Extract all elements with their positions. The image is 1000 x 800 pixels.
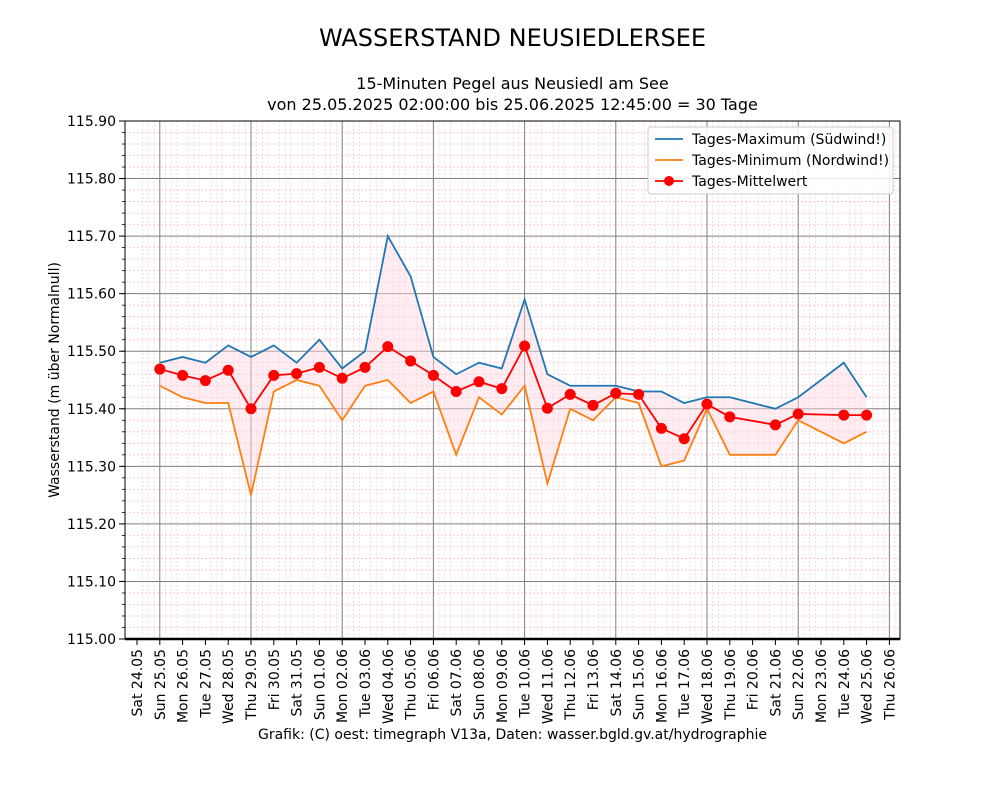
mean-point: [427, 369, 439, 381]
mean-point: [177, 369, 189, 381]
y-tick-label: 115.30: [67, 459, 116, 475]
mean-point: [313, 361, 325, 373]
x-tick-label: Thu 12.06: [563, 649, 579, 721]
y-tick-label: 115.00: [67, 632, 116, 648]
x-tick-label: Wed 04.06: [381, 649, 397, 724]
chart-subtitle-line1: 15-Minuten Pegel aus Neusiedl am See: [356, 74, 669, 93]
x-tick-label: Tue 03.06: [358, 649, 374, 719]
mean-point: [519, 340, 531, 352]
x-tick-label: Sun 15.06: [632, 649, 648, 720]
x-tick-label: Sun 01.06: [312, 649, 328, 720]
x-tick-label: Sun 22.06: [791, 649, 807, 720]
legend: Tages-Maximum (Südwind!) Tages-Minimum (N…: [647, 126, 894, 195]
legend-marker: [664, 176, 674, 186]
mean-point: [861, 409, 873, 421]
y-axis-label: Wasserstand (m über Normalnull): [47, 262, 63, 498]
x-tick-label: Wed 25.06: [860, 649, 876, 724]
x-tick-label: Mon 16.06: [654, 649, 670, 723]
mean-point: [678, 433, 690, 445]
mean-point: [564, 388, 576, 400]
chart-title: WASSERSTAND NEUSIEDLERSEE: [318, 24, 707, 52]
x-tick-label: Tue 27.05: [198, 649, 214, 718]
legend-label: Tages-Minimum (Nordwind!): [691, 153, 889, 169]
x-tick-label: Mon 23.06: [814, 649, 830, 723]
x-tick-label: Sun 25.05: [153, 649, 169, 720]
x-tick-label: Fri 20.06: [746, 649, 762, 710]
x-tick-label: Thu 26.06: [882, 649, 898, 721]
x-tick-label: Tue 17.06: [677, 649, 693, 719]
chart-subtitle-line2: von 25.05.2025 02:00:00 bis 25.06.2025 1…: [267, 95, 758, 114]
x-tick-label: Wed 28.05: [221, 649, 237, 724]
mean-point: [405, 355, 417, 367]
mean-point: [792, 408, 804, 420]
y-tick-label: 115.70: [67, 229, 116, 245]
x-tick-label: Wed 11.06: [540, 649, 556, 724]
x-tick-label: Fri 30.05: [267, 649, 283, 710]
y-tick-label: 115.50: [67, 344, 116, 360]
mean-point: [541, 402, 553, 414]
mean-point: [382, 341, 394, 353]
mean-point: [222, 364, 234, 376]
mean-point: [268, 369, 280, 381]
mean-point: [359, 361, 371, 373]
mean-point: [724, 411, 736, 423]
x-tick-label: Mon 02.06: [335, 649, 351, 723]
x-tick-label: Thu 29.05: [244, 649, 260, 721]
x-tick-label: Thu 19.06: [723, 649, 739, 721]
x-tick-label: Thu 05.06: [404, 649, 420, 721]
mean-point: [291, 368, 303, 380]
mean-markers: [154, 340, 873, 445]
y-tick-label: 115.40: [67, 402, 116, 418]
x-tick-label: Wed 18.06: [700, 649, 716, 724]
x-tick-label: Mon 09.06: [495, 649, 511, 723]
y-tick-label: 115.20: [67, 517, 116, 533]
x-tick-label: Fri 13.06: [586, 649, 602, 710]
x-tick-label: Sun 08.06: [472, 649, 488, 720]
mean-point: [610, 387, 622, 399]
mean-point: [587, 399, 599, 411]
mean-point: [336, 372, 348, 384]
x-axis-ticks: Sat 24.05 Sun 25.05 Mon 26.05 Tue 27.05 Wed …: [130, 639, 898, 724]
x-tick-label: Fri 06.06: [426, 649, 442, 710]
mean-point: [633, 388, 645, 400]
mean-point: [655, 422, 667, 434]
x-tick-label: Sat 14.06: [609, 649, 625, 717]
y-tick-label: 115.10: [67, 574, 116, 590]
y-tick-label: 115.60: [67, 287, 116, 303]
y-tick-label: 115.90: [67, 114, 116, 130]
x-tick-label: Sat 21.06: [768, 649, 784, 717]
mean-point: [245, 403, 257, 415]
mean-point: [701, 398, 713, 410]
y-tick-label: 115.80: [67, 172, 116, 188]
legend-label: Tages-Mittelwert: [691, 174, 808, 190]
data-credit: Grafik: (C) oest: timegraph V13a, Daten:…: [257, 727, 767, 743]
mean-point: [199, 375, 211, 387]
legend-label: Tages-Maximum (Südwind!): [691, 132, 886, 148]
y-axis-ticks: 115.00 115.10 115.20 115.30 115.40 115.50 115.…: [67, 114, 125, 648]
legend-box: [647, 126, 894, 195]
plot-area-background: [125, 121, 900, 639]
x-tick-label: Mon 26.05: [176, 649, 192, 723]
mean-point: [450, 386, 462, 398]
x-tick-label: Sat 31.05: [290, 649, 306, 716]
x-tick-label: Sat 24.05: [130, 649, 146, 716]
mean-point: [473, 376, 485, 388]
mean-point: [154, 363, 166, 375]
x-tick-label: Tue 10.06: [518, 649, 534, 719]
mean-point: [496, 383, 508, 395]
x-tick-label: Sat 07.06: [449, 649, 465, 717]
mean-point: [769, 419, 781, 431]
series-line-min: [159, 379, 868, 496]
mean-point: [838, 409, 850, 421]
x-tick-label: Tue 24.06: [837, 649, 853, 719]
series-line-max: [159, 233, 868, 410]
